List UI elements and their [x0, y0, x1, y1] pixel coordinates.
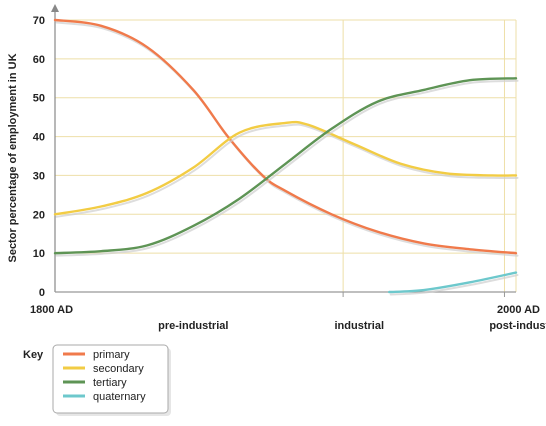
era-label: post-industrial	[489, 320, 546, 332]
y-axis-arrow	[51, 4, 59, 12]
series-lines	[53, 18, 519, 296]
series-shadow-tertiary	[55, 79, 519, 257]
y-tick-label: 70	[33, 15, 45, 27]
era-label: industrial	[335, 320, 385, 332]
x-tick-label: 2000 AD	[497, 304, 540, 316]
legend-label-tertiary: tertiary	[93, 377, 127, 389]
y-tick-label: 40	[33, 132, 45, 144]
legend-items: primary secondary tertiary quaternary	[63, 349, 146, 403]
legend-label-quaternary: quaternary	[93, 391, 146, 403]
y-tick-label: 20	[33, 209, 45, 221]
legend-title: Key	[23, 349, 44, 361]
series-shadow-primary	[55, 21, 519, 257]
series-shadow-quaternary	[389, 274, 519, 296]
series-line-primary	[53, 18, 518, 255]
y-tick-label: 50	[33, 93, 45, 105]
legend: Key primary secondary tertiary quaternary	[23, 344, 171, 416]
axes	[51, 4, 516, 297]
y-tick-label: 0	[39, 287, 45, 299]
y-tick-label: 10	[33, 248, 45, 260]
x-tick-label: 1800 AD	[30, 304, 73, 316]
era-label: pre-industrial	[158, 320, 228, 332]
y-tick-label: 60	[33, 54, 45, 66]
series-shadow-secondary	[55, 123, 519, 218]
y-axis-title: Sector percentage of employment in UK	[7, 53, 19, 262]
series-line-quaternary	[388, 271, 518, 294]
legend-label-secondary: secondary	[93, 363, 144, 375]
axis-labels: Sector percentage of employment in UK 0 1…	[7, 15, 546, 332]
series-line-tertiary	[53, 77, 518, 255]
legend-label-primary: primary	[93, 349, 130, 361]
series-line-secondary	[53, 120, 518, 216]
grid	[55, 19, 517, 292]
y-tick-label: 30	[33, 170, 45, 182]
